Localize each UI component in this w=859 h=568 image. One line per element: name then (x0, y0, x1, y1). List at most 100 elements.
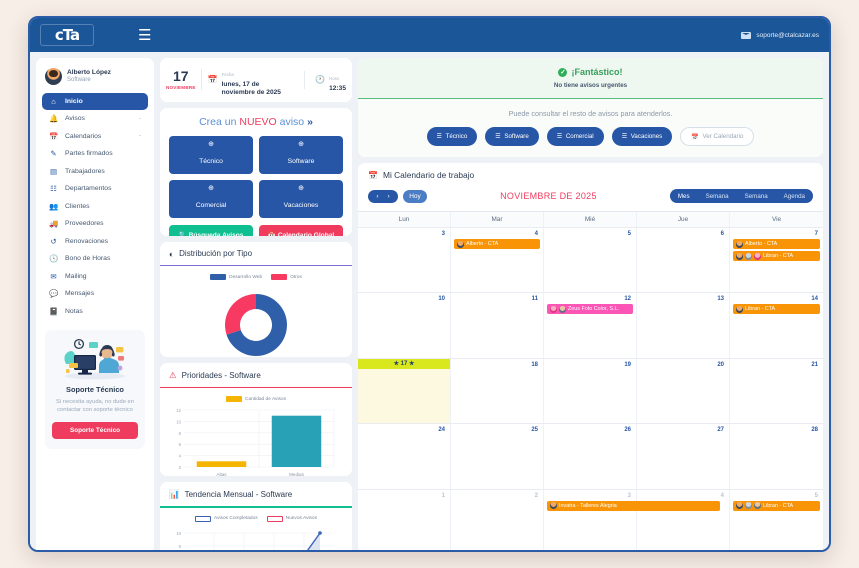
calendar-event[interactable]: Zeus Foto Color, S.L. (547, 304, 633, 315)
sidebar-item-departamentos[interactable]: ☷ Departamentos (42, 181, 148, 198)
calendar-day-cell[interactable]: 5 Libran - CTA (730, 490, 823, 550)
calendar-day-cell[interactable]: 4 Alberto - CTA (451, 228, 544, 293)
calendar-day-number: 18 (531, 361, 538, 368)
alert-técnico-button[interactable]: ☰ Técnico (426, 127, 478, 146)
calendar-day-cell[interactable]: 10 (358, 293, 451, 358)
calendar-view-mes[interactable]: Mes (677, 192, 690, 200)
hamburger-icon[interactable]: ☰ (138, 26, 152, 44)
calendar-view-agenda[interactable]: Agenda (783, 192, 805, 200)
sidebar-item-notas[interactable]: 📓 Notas (42, 303, 148, 320)
sidebar-item-avisos[interactable]: 🔔 Avisos - (42, 111, 148, 128)
alert-heading-row: ✓ ¡Fantástico! (358, 67, 823, 77)
calendar-day-cell[interactable]: 12 Zeus Foto Color, S.L. (544, 293, 637, 358)
calendar-day-cell[interactable]: 7 Alberto - CTA Libran - CTA (730, 228, 823, 292)
alert-subheading: No tiene avisos urgentes (553, 82, 628, 89)
calendar-nav-buttons[interactable]: ‹ › (368, 189, 398, 203)
calendar-day-cell[interactable]: 25 (451, 424, 544, 489)
calendar-day-cell[interactable]: 27 (637, 424, 730, 489)
app-logo[interactable]: cTa (40, 24, 94, 46)
calendar-day-cell[interactable]: 13 (637, 293, 730, 358)
today-button[interactable]: Hoy (403, 189, 427, 203)
calendar-day-number: 14 (811, 296, 818, 303)
support-title: Soporte Técnico (66, 384, 124, 394)
calendar-day-cell[interactable]: 11 (451, 293, 544, 358)
calendar-event[interactable]: Alberto - CTA (733, 239, 820, 249)
calendar-view-semana[interactable]: Semana (744, 192, 768, 200)
calendar-event[interactable]: Alberto - CTA (454, 239, 540, 249)
calendar-event[interactable]: Libran - CTA (733, 304, 820, 315)
search-notices-button[interactable]: 🔍 Búsqueda Avisos (169, 224, 253, 236)
calendar-day-cell[interactable]: 3 (358, 228, 451, 293)
sidebar-item-proveedores[interactable]: 🚚 Proveedores (42, 216, 148, 233)
avatar (736, 252, 743, 260)
support-button[interactable]: Soporte Técnico (52, 422, 138, 440)
top-bar: cTa ☰ soporte@ctalcazar.es (30, 18, 829, 52)
calendar-day-cell[interactable]: 2 (451, 489, 544, 550)
sidebar-item-clientes[interactable]: 👥 Clientes (42, 198, 148, 215)
sidebar-item-partes-firmados[interactable]: ✎ Partes firmados (42, 146, 148, 163)
sidebar-item-trabajadores[interactable]: ▤ Trabajadores (42, 163, 148, 180)
calendar-day-cell[interactable]: 28 (730, 424, 823, 488)
new-notice-software-button[interactable]: ⊕ Software (259, 135, 343, 174)
new-notice-title-post: aviso (276, 115, 308, 128)
date-value: lunes, 17 de noviembre de 2025 (221, 81, 281, 96)
sidebar-item-bono-de-horas[interactable]: 🕓 Bono de Horas (42, 251, 148, 268)
sidebar-item-mailing[interactable]: ✉ Mailing (42, 268, 148, 285)
pie-chart-icon: ◐ (169, 248, 175, 259)
new-notice-title-pre: Crea un (199, 115, 240, 128)
support-email-block[interactable]: soporte@ctalcazar.es (741, 31, 819, 39)
new-notice-comercial-button[interactable]: ⊕ Comercial (169, 179, 253, 218)
calendar-day-cell[interactable]: 18 (451, 358, 544, 424)
alert-actions: Puede consultar el resto de avisos para … (358, 99, 823, 157)
calendar-day-cell[interactable]: 20 (637, 358, 730, 424)
calendar-day-cell[interactable]: 21 (730, 359, 823, 423)
avatar (457, 240, 464, 248)
sidebar-item-mensajes[interactable]: 💬 Mensajes (42, 286, 148, 303)
bar-chart-svg: 2 4 6 8 10 12 Altas Medias (176, 408, 335, 476)
calendar-day-cell[interactable]: 19 (544, 358, 637, 424)
calendar-day-cell[interactable]: 26 (544, 424, 637, 489)
chevron-right-icon: » (307, 115, 313, 128)
sidebar-item-renovaciones[interactable]: ↺ Renovaciones (42, 233, 148, 250)
new-notice-técnico-button[interactable]: ⊕ Técnico (169, 135, 253, 174)
new-notice-vacaciones-button[interactable]: ⊕ Vacaciones (259, 179, 343, 218)
calendar-day-cell[interactable]: 14 Libran - CTA (730, 293, 823, 357)
calendar-day-cell[interactable]: ★ 17 ★ (358, 358, 451, 424)
support-card: Soporte Técnico Si necesita ayuda, no du… (45, 329, 145, 450)
calendar-day-number: 11 (531, 296, 538, 303)
calendar-event[interactable]: Invatra - Talleres Alegria (547, 500, 720, 511)
alert-comercial-button[interactable]: ☰ Comercial (546, 127, 604, 146)
divider (160, 506, 352, 508)
divider (160, 264, 352, 267)
prev-month-icon[interactable]: ‹ (376, 192, 379, 200)
sidebar-item-inicio[interactable]: ⌂ Inicio (42, 93, 148, 110)
calendar-day-number: 28 (811, 427, 818, 434)
chevron-down-icon: - (139, 133, 141, 140)
distribution-chart-title: Distribución por Tipo (179, 249, 253, 259)
calendar-day-cell[interactable]: 4 (637, 489, 730, 550)
calendar-event[interactable]: Libran - CTA (733, 251, 820, 261)
alert-software-button[interactable]: ☰ Software (485, 127, 539, 146)
user-profile[interactable]: Alberto López Software (42, 64, 148, 93)
calendar-day-cell[interactable]: 6 (637, 228, 730, 293)
list-icon: ☰ (621, 133, 628, 140)
calendar-view-semana[interactable]: Semana (705, 192, 729, 200)
view-calendar-button[interactable]: 📅 Ver Calendario (680, 127, 755, 146)
calendar-day-number: 2 (534, 492, 538, 499)
global-calendar-button[interactable]: 📅 Calendario Global (259, 224, 343, 236)
alert-button-label: Técnico (445, 133, 468, 140)
calendar-event[interactable]: Libran - CTA (733, 500, 820, 511)
alert-vacaciones-button[interactable]: ☰ Vacaciones (611, 127, 673, 146)
sidebar-item-calendarios[interactable]: 📅 Calendarios - (42, 128, 148, 145)
next-month-icon[interactable]: › (387, 192, 390, 200)
calendar-day-cell[interactable]: 1 (358, 489, 451, 550)
calendar-day-number: 21 (811, 361, 818, 368)
search-notices-label: Búsqueda Avisos (188, 231, 244, 236)
calendar-day-cell[interactable]: 3 Invatra - Talleres Alegria (544, 489, 720, 550)
calendar-day-number: 10 (438, 296, 445, 303)
profile-name: Alberto López (67, 68, 111, 76)
alert-heading: ¡Fantástico! (571, 67, 623, 77)
calendar-day-cell[interactable]: 5 (544, 228, 637, 293)
calendar-day-cell[interactable]: 24 (358, 424, 451, 489)
support-email: soporte@ctalcazar.es (756, 31, 819, 39)
